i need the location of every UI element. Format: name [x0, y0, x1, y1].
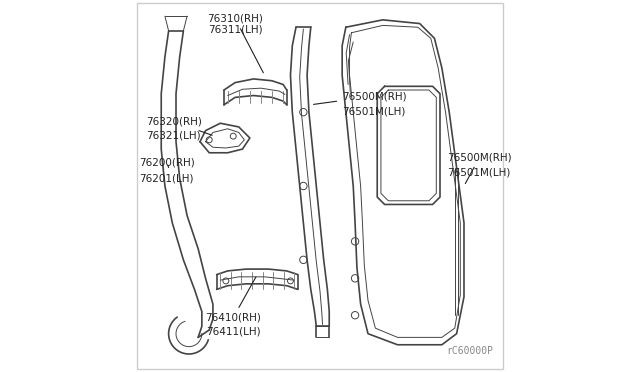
- Text: 76500M(RH): 76500M(RH): [314, 91, 407, 105]
- Text: 76500M(RH): 76500M(RH): [447, 152, 512, 183]
- Text: 76410(RH): 76410(RH): [205, 277, 261, 323]
- Text: 76311(LH): 76311(LH): [208, 25, 262, 35]
- Text: 76200(RH): 76200(RH): [139, 157, 195, 167]
- Text: 76201(LH): 76201(LH): [139, 173, 193, 183]
- Text: 76310(RH): 76310(RH): [207, 13, 263, 73]
- Text: 76320(RH): 76320(RH): [147, 117, 212, 135]
- Text: 76501M(LH): 76501M(LH): [342, 107, 406, 116]
- Text: 76501M(LH): 76501M(LH): [447, 168, 511, 178]
- Text: 76411(LH): 76411(LH): [206, 327, 260, 337]
- Text: 76321(LH): 76321(LH): [147, 131, 201, 141]
- Text: rC60000P: rC60000P: [447, 346, 493, 356]
